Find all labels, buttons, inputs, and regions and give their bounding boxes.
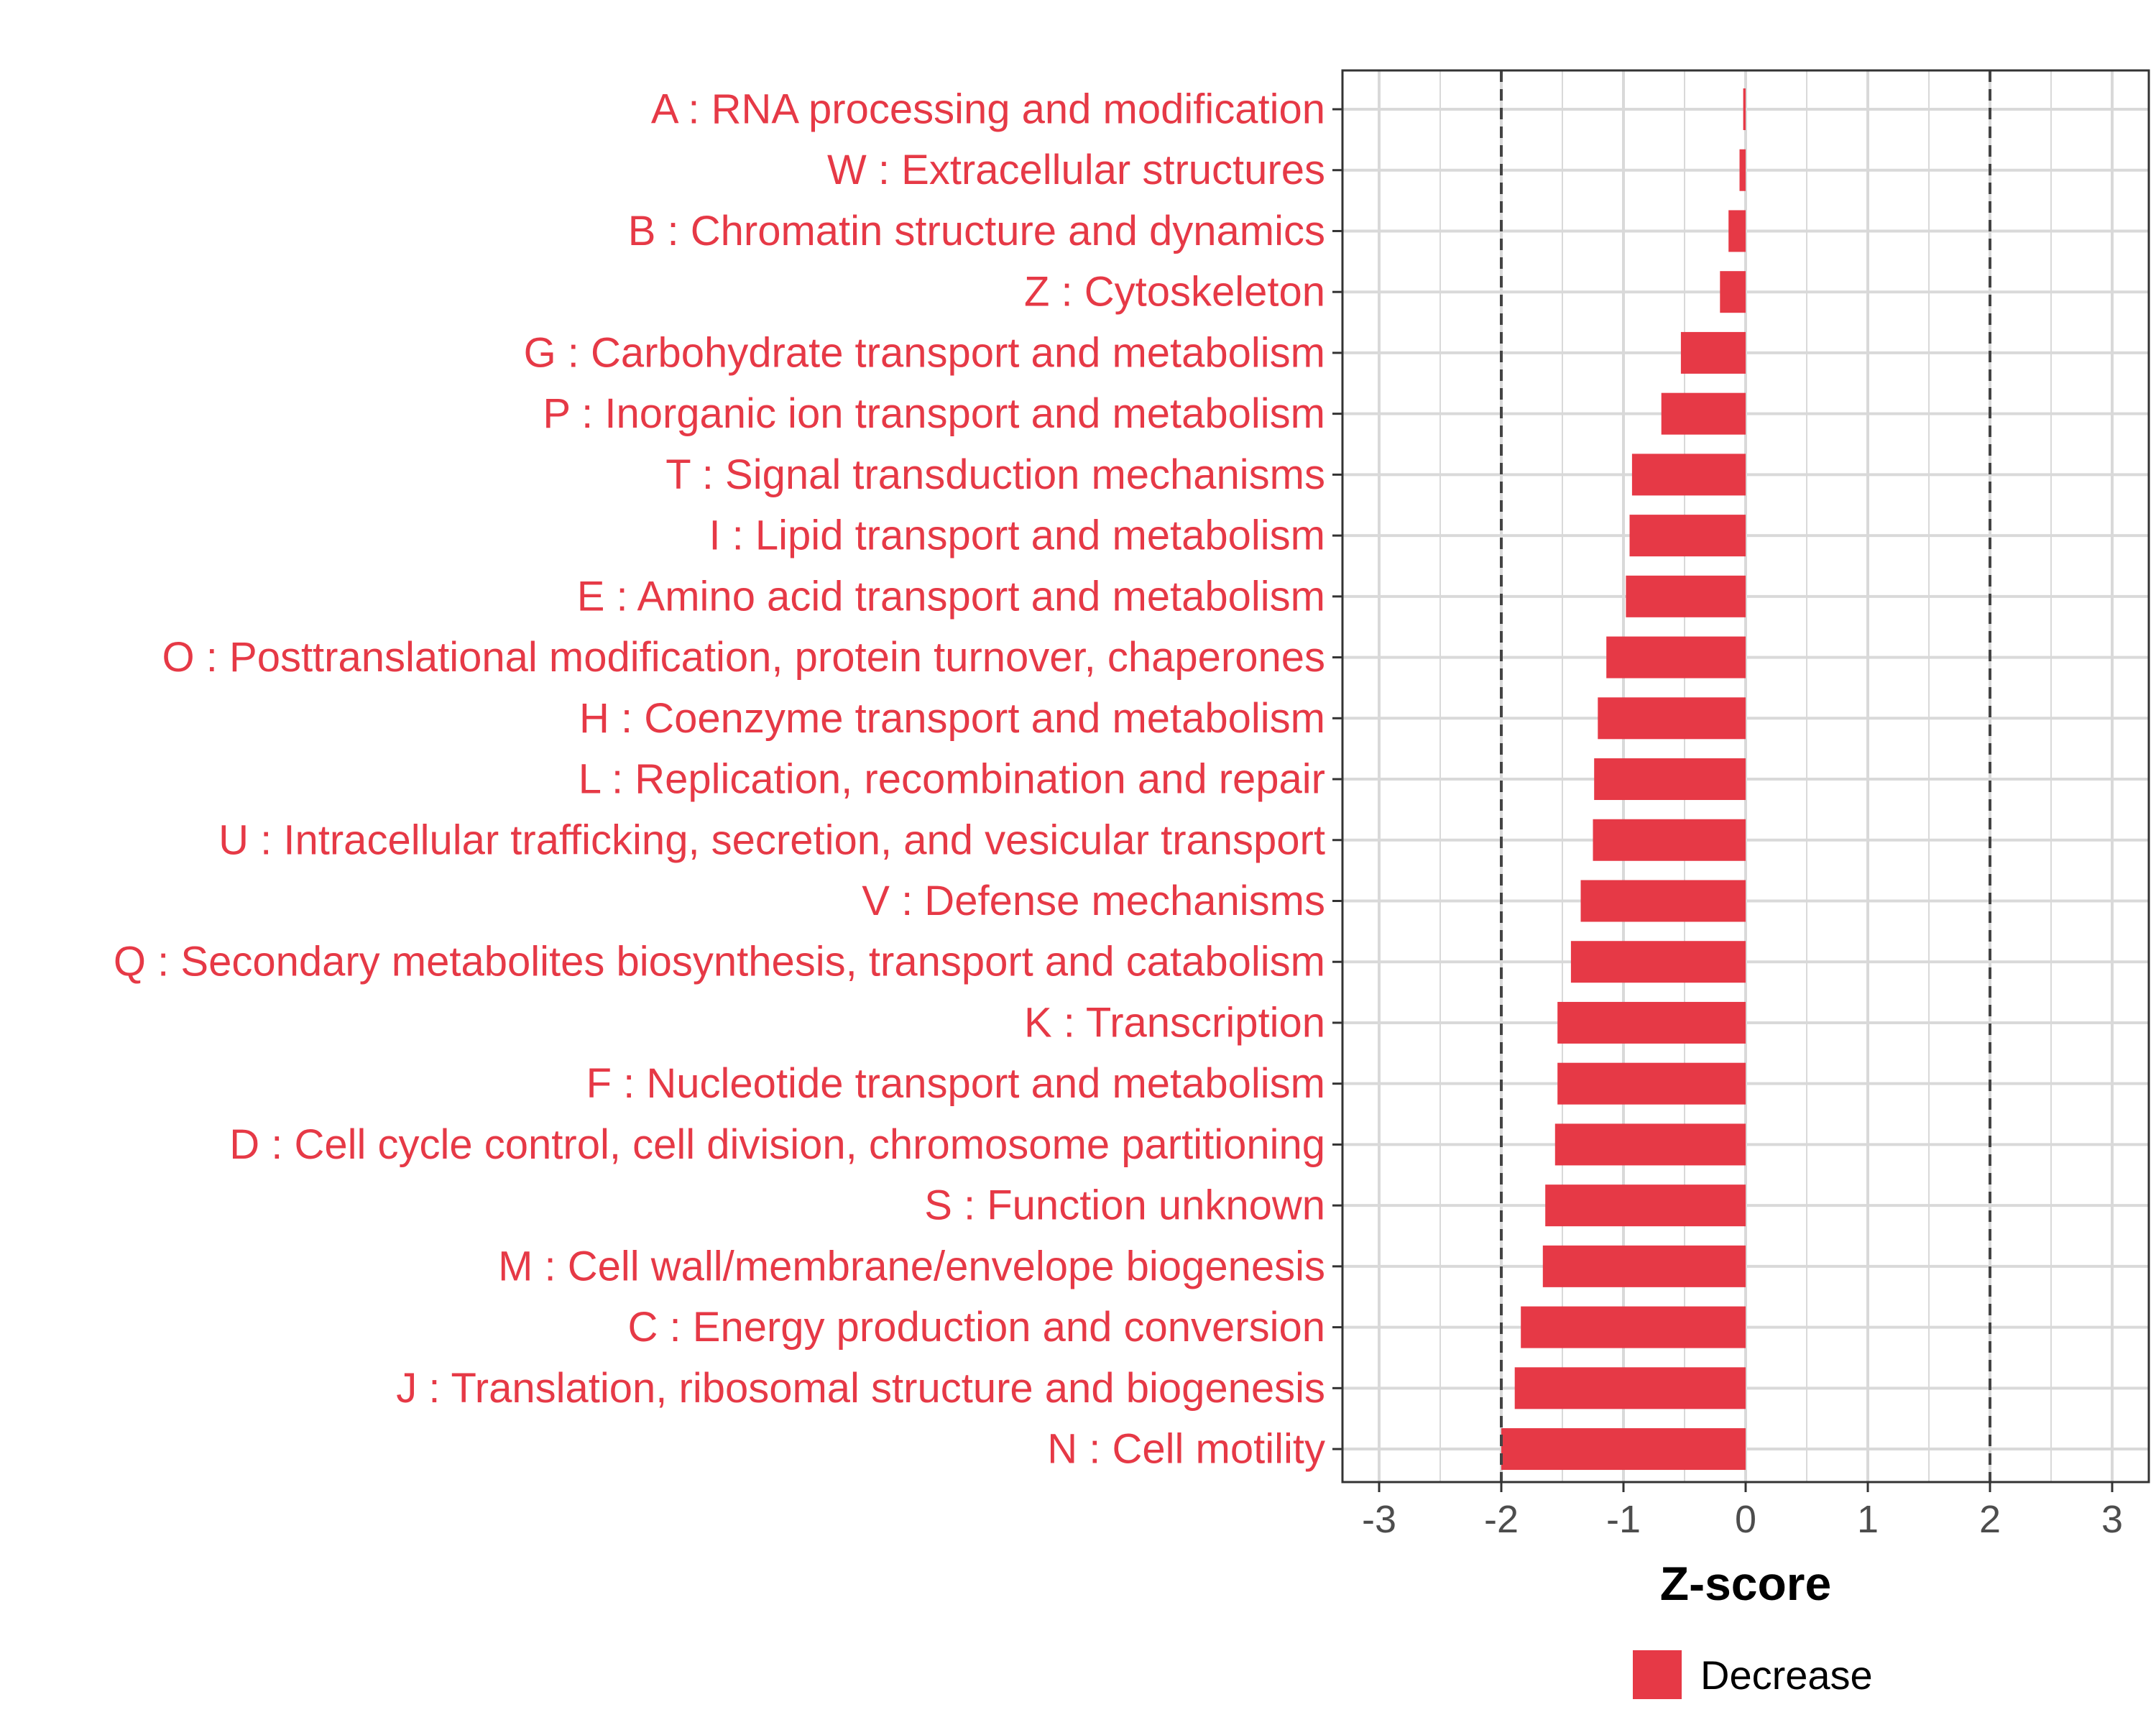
bar [1545,1184,1746,1227]
legend-label-decrease: Decrease [1700,1652,1873,1698]
bar [1580,880,1746,922]
bar [1570,941,1746,983]
bar [1521,1306,1746,1348]
y-axis-category-label: D : Cell cycle control, cell division, c… [229,1121,1325,1168]
bar [1743,88,1746,130]
y-axis-category-label: L : Replication, recombination and repai… [579,756,1325,803]
y-axis-category-label: I : Lipid transport and metabolism [709,512,1325,559]
x-axis-tick-label: -3 [1362,1498,1396,1541]
y-axis-category-label: A : RNA processing and modification [651,86,1325,133]
y-axis-category-label: B : Chromatin structure and dynamics [628,208,1325,254]
bar [1598,697,1746,740]
y-axis-category-label: Z : Cytoskeleton [1024,269,1325,316]
x-axis-tick-label: 0 [1735,1498,1756,1541]
bar [1542,1245,1746,1287]
x-axis-tick-label: 2 [1979,1498,2001,1541]
x-axis-title: Z-score [1660,1557,1831,1610]
x-axis-tick-label: 1 [1857,1498,1879,1541]
y-axis-category-label: H : Coenzyme transport and metabolism [579,695,1325,742]
y-axis-category-label: W : Extracellular structures [827,147,1325,193]
bar [1514,1367,1746,1409]
legend: Decrease [1633,1650,1873,1699]
y-axis-category-label: M : Cell wall/membrane/envelope biogenes… [498,1243,1325,1289]
y-axis-category-label: N : Cell motility [1047,1426,1325,1473]
bars [1501,88,1746,1471]
y-axis-category-labels: A : RNA processing and modification W : E… [114,86,1325,1473]
bar [1554,1123,1746,1166]
bar [1557,1062,1746,1105]
x-axis-tick-label: -1 [1606,1498,1641,1541]
bar [1501,1428,1746,1471]
bar [1629,515,1746,557]
y-axis-category-label: T : Signal transduction mechanisms [665,451,1325,498]
y-axis-ticks [1332,108,1342,1450]
bar [1720,271,1746,313]
y-axis-category-label: E : Amino acid transport and metabolism [577,573,1325,620]
y-axis-category-label: O : Posttranslational modification, prot… [162,634,1325,681]
bar [1594,758,1746,801]
y-axis-category-label: V : Defense mechanisms [862,878,1325,924]
bar [1606,636,1746,678]
x-axis-tick-labels: -3 -2 -1 0 1 2 3 [1362,1498,2123,1541]
y-axis-category-label: C : Energy production and conversion [628,1304,1325,1351]
y-axis-category-label: F : Nucleotide transport and metabolism [586,1060,1325,1107]
y-axis-category-label: J : Translation, ribosomal structure and… [396,1365,1325,1412]
bar [1626,575,1746,617]
x-axis-ticks [1378,1482,2114,1492]
y-axis-category-label: Q : Secondary metabolites biosynthesis, … [114,939,1325,985]
legend-swatch-decrease [1633,1650,1682,1699]
x-axis-tick-label: -2 [1484,1498,1519,1541]
bar [1557,1001,1746,1044]
bar [1728,210,1746,252]
bar [1631,454,1746,496]
y-axis-category-label: K : Transcription [1024,999,1325,1046]
y-axis-category-label: G : Carbohydrate transport and metabolis… [524,329,1325,376]
y-axis-category-label: S : Function unknown [924,1182,1325,1229]
y-axis-category-label: U : Intracellular trafficking, secretion… [218,816,1325,863]
reference-lines [1500,70,1991,1482]
y-axis-category-label: P : Inorganic ion transport and metaboli… [543,390,1325,437]
bar [1739,149,1746,191]
x-axis-tick-label: 3 [2101,1498,2123,1541]
bar [1661,392,1746,435]
bar [1680,331,1746,374]
bar [1593,819,1746,861]
